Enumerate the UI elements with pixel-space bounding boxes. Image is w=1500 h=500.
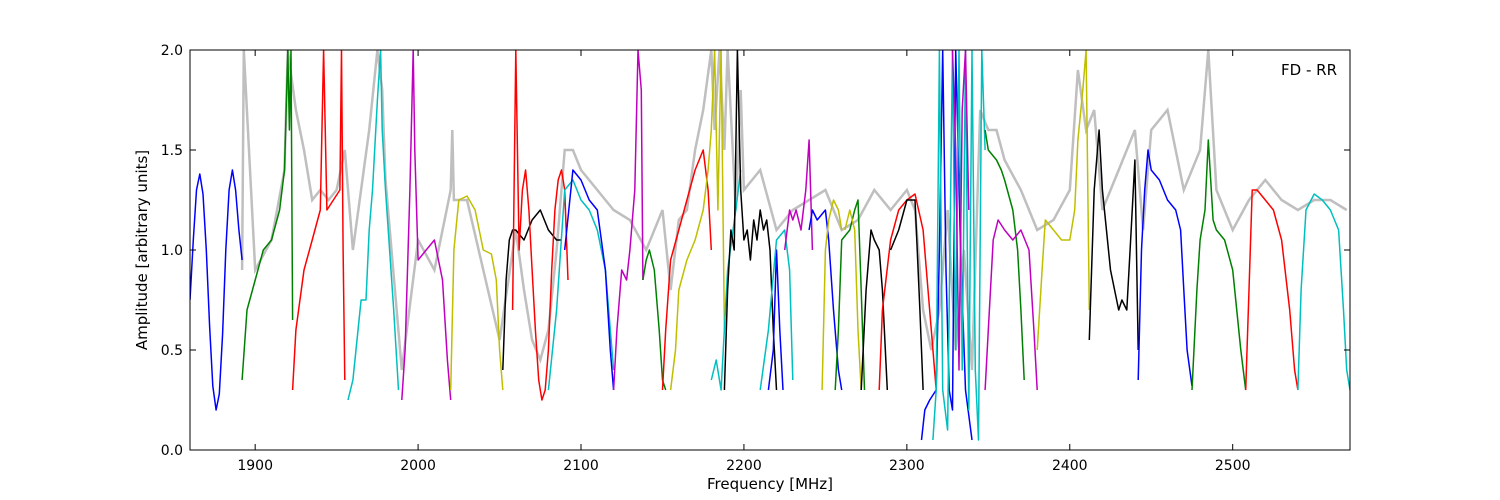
chart-annotation: FD - RR: [1281, 61, 1337, 79]
series-line-27: [932, 50, 986, 441]
background-envelope-line: [240, 50, 1348, 371]
series-line-14: [710, 169, 742, 391]
series-line-19: [808, 209, 843, 391]
series-line-6: [502, 209, 562, 371]
series-line-3: [347, 50, 400, 401]
x-tick-label: 2100: [563, 458, 599, 474]
series-line-36: [1297, 193, 1350, 391]
series-line-9: [563, 169, 615, 391]
x-tick-label: 2000: [400, 458, 436, 474]
series-line-5: [449, 195, 504, 391]
series-line-15: [723, 50, 778, 391]
y-tick-label: 1.5: [161, 143, 183, 159]
y-axis-label: Amplitude [arbitrary units]: [133, 150, 151, 350]
series-line-31: [1036, 50, 1091, 351]
x-axis-ticks: 1900 2000 2100 2200 2300 2400 2500: [237, 50, 1251, 474]
x-tick-label: 2200: [726, 458, 762, 474]
x-tick-label: 2500: [1215, 458, 1251, 474]
x-tick-label: 1900: [237, 458, 273, 474]
series-line-10: [612, 50, 644, 391]
x-tick-label: 2400: [1052, 458, 1088, 474]
series-line-28: [951, 50, 970, 371]
series-line-25: [889, 199, 924, 391]
series-line-1: [241, 50, 294, 381]
y-tick-label: 2.0: [161, 43, 183, 59]
series-line-11: [642, 249, 667, 391]
series-line-30: [984, 219, 1038, 391]
x-tick-label: 2300: [889, 458, 925, 474]
series-line-20: [821, 199, 843, 391]
series-line-32: [1088, 129, 1139, 351]
series-line-22: [844, 209, 862, 391]
background-envelope-layer: [240, 50, 1348, 371]
y-axis-ticks: 0.0 0.5 1.0 1.5 2.0: [161, 43, 1350, 459]
series-line-23: [860, 229, 889, 391]
series-line-12: [661, 149, 713, 391]
y-tick-label: 0.0: [161, 443, 183, 459]
series-line-7: [511, 50, 569, 401]
y-tick-label: 0.5: [161, 343, 183, 359]
series-layer: [190, 50, 1350, 441]
series-line-33: [1137, 149, 1193, 387]
series-line-18: [783, 139, 814, 251]
series-line-24: [878, 193, 937, 391]
series-line-2: [291, 50, 346, 391]
series-line-17: [759, 229, 794, 391]
series-line-13: [669, 50, 726, 391]
series-line-4: [401, 50, 452, 401]
series-line-34: [1191, 139, 1247, 391]
series-line-8: [547, 179, 615, 391]
series-line-29: [984, 129, 1025, 381]
y-tick-label: 1.0: [161, 243, 183, 259]
series-line-0: [190, 169, 243, 411]
x-axis-label: Frequency [MHz]: [707, 475, 833, 493]
series-line-35: [1244, 189, 1299, 391]
series-line-16: [767, 249, 784, 391]
